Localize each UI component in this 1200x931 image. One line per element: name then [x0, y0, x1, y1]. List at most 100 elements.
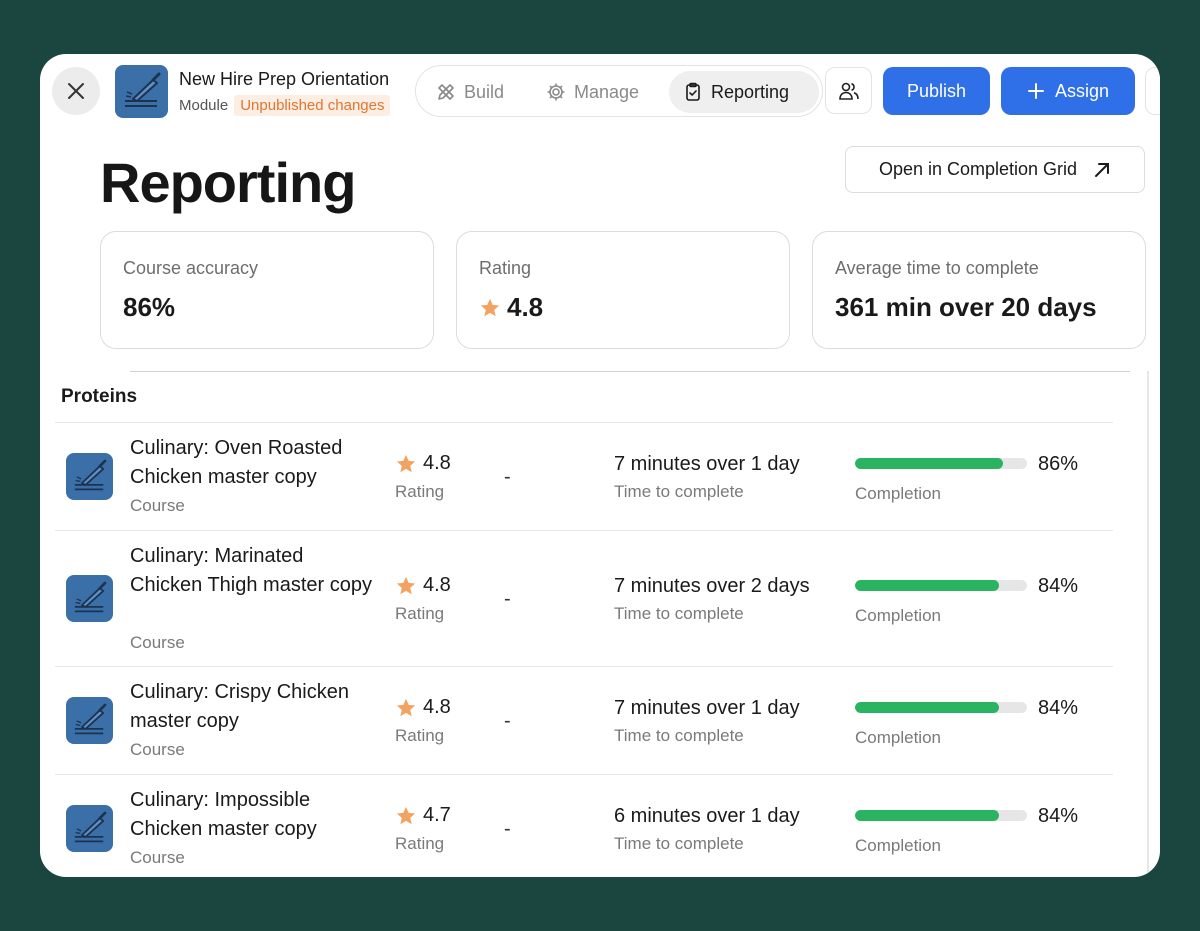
- rating-label: Rating: [395, 482, 445, 501]
- completion-progress-fill: [855, 702, 1000, 713]
- placeholder-dash: -: [504, 588, 511, 610]
- completion-progress-bar: [855, 458, 1027, 469]
- completion-progress-fill: [855, 458, 1003, 469]
- completion-label: Completion: [855, 606, 941, 625]
- rating-value: 4.8: [395, 452, 451, 475]
- open-completion-grid-button[interactable]: Open in Completion Grid: [845, 146, 1145, 193]
- divider: [130, 371, 1130, 372]
- stat-label: Rating: [479, 258, 532, 278]
- more-button[interactable]: [1145, 67, 1160, 115]
- knife-cutting-icon: [115, 65, 168, 118]
- rating-number: 4.7: [423, 804, 451, 826]
- stat-card-avg-time: Average time to complete 361 min over 20…: [812, 231, 1146, 349]
- stat-card-accuracy: Course accuracy 86%: [100, 231, 434, 349]
- tab-manage[interactable]: Manage: [542, 71, 643, 113]
- module-thumbnail: [115, 65, 168, 118]
- rating-value: 4.8: [395, 696, 451, 719]
- tab-reporting[interactable]: Reporting: [669, 71, 819, 113]
- rating-value: 4.8: [395, 574, 451, 597]
- stat-value: 86%: [123, 292, 175, 323]
- assign-button[interactable]: Assign: [1001, 67, 1135, 115]
- rating-value: 4.7: [395, 804, 451, 827]
- rating-number: 4.8: [423, 696, 451, 718]
- stat-label: Average time to complete: [835, 258, 1039, 278]
- course-thumbnail: [66, 805, 113, 852]
- status-badge: Unpublished changes: [234, 95, 391, 116]
- star-icon: [480, 298, 500, 316]
- course-thumbnail: [66, 697, 113, 744]
- scrollbar-track[interactable]: [1147, 371, 1149, 877]
- completion-percent: 84%: [1038, 697, 1079, 719]
- time-to-complete-label: Time to complete: [614, 726, 744, 745]
- rating-label: Rating: [395, 604, 445, 623]
- completion-progress-fill: [855, 580, 1000, 591]
- share-button[interactable]: [825, 67, 872, 114]
- placeholder-dash: -: [504, 818, 511, 840]
- module-title: New Hire Prep Orientation: [179, 69, 390, 89]
- completion-label: Completion: [855, 728, 941, 747]
- stat-label: Course accuracy: [123, 258, 259, 278]
- completion-progress-bar: [855, 810, 1027, 821]
- rating-number: 4.8: [423, 574, 451, 596]
- stat-value-text: 361 min over 20 days: [835, 292, 1097, 322]
- module-type: Module: [179, 97, 229, 114]
- knife-cutting-icon: [66, 805, 113, 852]
- module-subtitle: Module Unpublished changes: [179, 95, 391, 116]
- time-to-complete-value: 7 minutes over 1 day: [614, 697, 800, 719]
- stat-value: 4.8: [479, 292, 543, 323]
- rating-label: Rating: [395, 834, 445, 853]
- module-window: New Hire Prep Orientation Module Unpubli…: [40, 54, 1160, 877]
- plus-icon: [1027, 83, 1044, 99]
- completion-label: Completion: [855, 836, 941, 855]
- completion-progress-bar: [855, 580, 1027, 591]
- tab-build-label: Build: [464, 81, 505, 102]
- time-to-complete-label: Time to complete: [614, 834, 744, 853]
- course-name[interactable]: Culinary: Crispy Chicken master copy: [130, 681, 349, 732]
- course-thumbnail: [66, 453, 113, 500]
- close-icon: [68, 83, 84, 99]
- close-button[interactable]: [52, 67, 100, 115]
- pencil-ruler-icon: [438, 84, 454, 100]
- time-to-complete-label: Time to complete: [614, 604, 744, 623]
- course-type: Course: [130, 848, 185, 867]
- course-name[interactable]: Culinary: Impossible Chicken master copy: [130, 789, 317, 840]
- time-to-complete-value: 7 minutes over 2 days: [614, 575, 810, 597]
- placeholder-dash: -: [504, 710, 511, 732]
- view-tabs: Build Manage Reporting: [415, 65, 823, 117]
- course-type: Course: [130, 633, 185, 652]
- course-name[interactable]: Culinary: Oven Roasted Chicken master co…: [130, 437, 343, 488]
- knife-cutting-icon: [66, 697, 113, 744]
- publish-button[interactable]: Publish: [883, 67, 990, 115]
- course-name[interactable]: Culinary: Marinated Chicken Thigh master…: [130, 545, 372, 596]
- time-to-complete-value: 6 minutes over 1 day: [614, 805, 800, 827]
- tab-build[interactable]: Build: [432, 71, 508, 113]
- course-type: Course: [130, 496, 185, 515]
- divider: [55, 666, 1113, 667]
- arrow-up-right-icon: [1095, 162, 1110, 177]
- time-to-complete-value: 7 minutes over 1 day: [614, 453, 800, 475]
- star-icon: [396, 806, 416, 824]
- gear-icon: [547, 83, 565, 101]
- completion-percent: 84%: [1038, 575, 1079, 597]
- stat-value-text: 4.8: [507, 292, 544, 322]
- section-title: Proteins: [61, 386, 138, 407]
- rating-label: Rating: [395, 726, 445, 745]
- knife-cutting-icon: [66, 453, 113, 500]
- tab-manage-label: Manage: [574, 81, 640, 102]
- page-title: Reporting: [100, 151, 356, 214]
- open-completion-grid-label: Open in Completion Grid: [878, 159, 1078, 179]
- completion-label: Completion: [855, 484, 941, 503]
- assign-button-label: Assign: [1054, 80, 1110, 101]
- divider: [55, 774, 1113, 775]
- users-icon: [838, 82, 859, 100]
- tab-reporting-label: Reporting: [711, 81, 790, 102]
- star-icon: [396, 454, 416, 472]
- clipboard-check-icon: [686, 82, 700, 101]
- completion-progress-fill: [855, 810, 1000, 821]
- course-type: Course: [130, 740, 185, 759]
- course-thumbnail: [66, 575, 113, 622]
- stat-card-rating: Rating 4.8: [456, 231, 790, 349]
- stat-value: 361 min over 20 days: [835, 292, 1097, 323]
- completion-progress-bar: [855, 702, 1027, 713]
- star-icon: [396, 698, 416, 716]
